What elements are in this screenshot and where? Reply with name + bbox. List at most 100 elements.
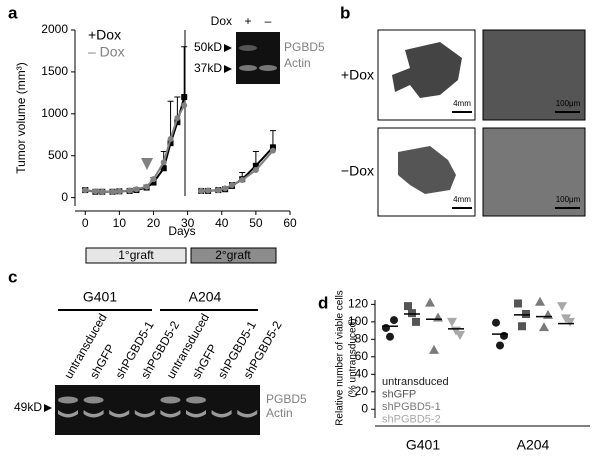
legend-entry: untransduced xyxy=(382,376,449,388)
scale-label: 100μm xyxy=(556,195,581,204)
marker xyxy=(492,318,500,327)
panel-label: d xyxy=(318,293,328,312)
kd-marker: 37kD xyxy=(194,61,222,75)
marker xyxy=(386,332,394,341)
lane-label: + xyxy=(244,14,251,28)
inset-header: Dox xyxy=(211,14,232,28)
scale-label: 4mm xyxy=(453,99,471,108)
marker xyxy=(143,183,150,190)
y-axis-label: Relative number of viable cells xyxy=(335,290,346,426)
marker xyxy=(160,159,167,166)
scale-label: 4mm xyxy=(453,195,471,204)
blot xyxy=(236,32,280,84)
band xyxy=(58,396,78,404)
legend-entry: – Dox xyxy=(88,44,125,60)
band xyxy=(160,396,181,404)
legend-entry: shPGBD5-2 xyxy=(382,413,441,425)
image-frame xyxy=(482,29,586,121)
arrow xyxy=(44,404,52,412)
x-tick-label: 10 xyxy=(113,216,127,230)
marker xyxy=(174,119,181,126)
y-tick-label: 1000 xyxy=(41,106,68,120)
panel-label: b xyxy=(340,3,350,22)
band xyxy=(58,410,78,418)
marker xyxy=(160,165,167,172)
marker xyxy=(167,140,174,147)
panel-label: c xyxy=(8,267,17,286)
cell-line: A204 xyxy=(189,289,222,305)
marker xyxy=(429,344,439,354)
marker xyxy=(390,316,398,325)
x-tick-label: 60 xyxy=(283,216,297,230)
band-label: PGBD5 xyxy=(284,40,325,54)
band xyxy=(134,410,155,418)
graft-bar xyxy=(190,247,277,264)
y-tick-label: 0 xyxy=(361,401,368,415)
band xyxy=(211,410,232,418)
gel xyxy=(55,385,260,435)
image-frame xyxy=(482,127,586,217)
legend-entry: shGFP xyxy=(382,388,416,400)
band-label: Actin xyxy=(284,56,311,70)
x-tick-label: 20 xyxy=(147,216,161,230)
marker xyxy=(82,187,89,194)
y-tick-label: 100 xyxy=(348,314,368,328)
marker xyxy=(198,187,205,194)
marker xyxy=(205,187,212,194)
y-tick-label: 20 xyxy=(355,384,369,398)
kd-marker: 49kD xyxy=(14,400,42,414)
marker xyxy=(447,317,457,327)
marker xyxy=(539,322,549,332)
marker xyxy=(425,297,435,307)
marker xyxy=(408,309,416,318)
legend-entry: shPGBD5-1 xyxy=(382,401,441,413)
cell-line: G401 xyxy=(83,289,117,305)
graft-label: 1°graft xyxy=(118,248,154,262)
graft-bar xyxy=(85,247,187,264)
y-tick-label: 80 xyxy=(355,332,369,346)
band xyxy=(109,410,130,418)
marker xyxy=(518,322,526,331)
y-tick-label: 500 xyxy=(48,148,68,162)
band xyxy=(237,410,258,418)
row-label: −Dox xyxy=(341,163,374,179)
marker xyxy=(514,299,522,308)
y-tick-label: 120 xyxy=(348,297,368,311)
marker xyxy=(167,135,174,142)
band xyxy=(186,410,206,418)
band xyxy=(160,410,181,418)
marker xyxy=(133,186,140,193)
band-label: PGBD5 xyxy=(266,392,307,406)
marker xyxy=(109,188,116,195)
marker xyxy=(269,147,276,154)
band xyxy=(239,45,257,51)
scale-label: 100μm xyxy=(556,99,581,108)
row-label: +Dox xyxy=(341,67,374,83)
marker xyxy=(92,188,99,195)
marker xyxy=(522,309,530,318)
x-tick-label: A204 xyxy=(517,437,550,453)
y-tick-label: 0 xyxy=(61,190,68,204)
marker xyxy=(150,179,157,186)
marker xyxy=(252,162,259,169)
marker xyxy=(239,177,246,184)
x-tick-label: 50 xyxy=(249,216,263,230)
marker xyxy=(433,312,443,322)
band xyxy=(83,396,104,404)
y-axis-label: Tumor volume (mm³) xyxy=(14,62,28,174)
graft-label: 2°graft xyxy=(215,248,251,262)
y-tick-label: 40 xyxy=(355,366,369,380)
band xyxy=(83,410,104,418)
arrow xyxy=(224,44,232,52)
marker xyxy=(181,94,188,101)
band xyxy=(239,65,257,71)
x-tick-label: 0 xyxy=(82,216,89,230)
kd-marker: 50kD xyxy=(194,40,222,54)
band xyxy=(259,65,277,71)
lane-label: – xyxy=(265,14,272,28)
marker xyxy=(228,182,235,189)
marker xyxy=(252,166,259,173)
marker xyxy=(412,317,420,326)
marker xyxy=(455,330,465,340)
